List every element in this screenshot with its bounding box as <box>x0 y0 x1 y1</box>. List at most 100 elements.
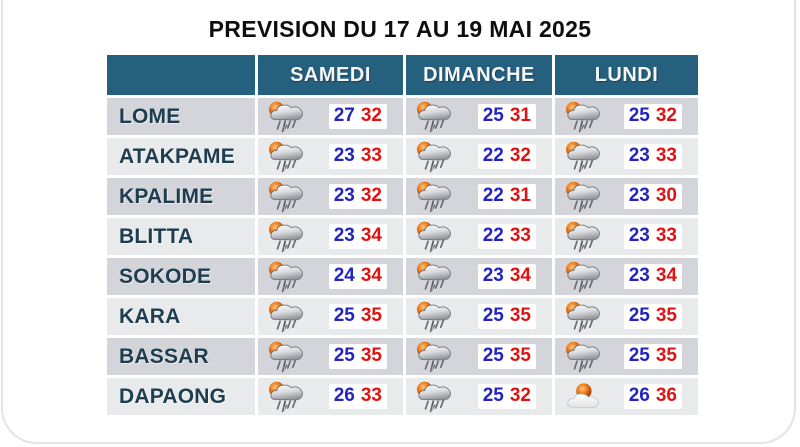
temp-max: 35 <box>360 345 382 367</box>
temp-min: 25 <box>333 345 355 367</box>
forecast-table-body: LOME 27 32 25 31 25 32 ATAKPAME <box>107 98 698 415</box>
temp-min: 26 <box>333 385 355 407</box>
storm-icon <box>264 260 308 294</box>
temp-min: 25 <box>482 345 504 367</box>
temperature-chip: 25 32 <box>477 384 536 409</box>
temp-max: 34 <box>655 265 677 287</box>
city-label: DAPAONG <box>119 384 227 408</box>
temp-max: 32 <box>360 185 382 207</box>
temp-min: 22 <box>482 225 504 247</box>
day-cell-monday: 23 30 <box>555 178 698 215</box>
temperature-chip: 22 33 <box>477 224 536 249</box>
temperature-chip: 25 35 <box>328 304 387 329</box>
day-cell-sunday: 22 33 <box>406 218 552 255</box>
temp-min: 25 <box>482 305 504 327</box>
temperature-chip: 23 34 <box>623 264 682 289</box>
temperature-chip: 25 35 <box>477 304 536 329</box>
header-cell-empty <box>107 55 255 95</box>
temperature-chip: 23 32 <box>328 184 387 209</box>
temperature-chip: 23 33 <box>328 144 387 169</box>
city-label: SOKODE <box>119 264 212 288</box>
temp-min: 25 <box>628 345 650 367</box>
day-cell-saturday: 27 32 <box>258 98 403 135</box>
day-cell-monday: 23 33 <box>555 218 698 255</box>
temp-min: 25 <box>333 305 355 327</box>
header-cell-sunday: DIMANCHE <box>406 55 552 95</box>
temp-min: 23 <box>628 265 650 287</box>
day-cell-sunday: 22 32 <box>406 138 552 175</box>
temp-max: 33 <box>360 385 382 407</box>
storm-icon <box>264 180 308 214</box>
storm-icon <box>412 180 456 214</box>
table-row: SOKODE 24 34 23 34 23 34 <box>107 258 698 295</box>
temperature-chip: 24 34 <box>328 264 387 289</box>
table-row: LOME 27 32 25 31 25 32 <box>107 98 698 135</box>
day-cell-monday: 23 34 <box>555 258 698 295</box>
temp-max: 30 <box>655 185 677 207</box>
temperature-chip: 26 33 <box>328 384 387 409</box>
storm-icon <box>412 300 456 334</box>
temperature-chip: 23 33 <box>623 224 682 249</box>
day-cell-monday: 26 36 <box>555 378 698 415</box>
storm-icon <box>412 100 456 134</box>
temperature-chip: 23 34 <box>328 224 387 249</box>
temperature-chip: 22 31 <box>477 184 536 209</box>
temp-max: 36 <box>655 385 677 407</box>
temp-min: 27 <box>333 105 355 127</box>
temp-max: 32 <box>509 145 531 167</box>
forecast-table: SAMEDI DIMANCHE LUNDI LOME 27 32 25 31 2… <box>107 55 698 418</box>
temperature-chip: 25 32 <box>623 104 682 129</box>
day-cell-saturday: 25 35 <box>258 298 403 335</box>
temp-max: 32 <box>509 385 531 407</box>
temp-min: 23 <box>333 185 355 207</box>
temp-max: 33 <box>655 225 677 247</box>
temperature-chip: 22 32 <box>477 144 536 169</box>
storm-icon <box>412 220 456 254</box>
day-cell-sunday: 23 34 <box>406 258 552 295</box>
table-row: BASSAR 25 35 25 35 25 35 <box>107 338 698 375</box>
storm-icon <box>561 140 605 174</box>
day-cell-monday: 25 32 <box>555 98 698 135</box>
temp-min: 22 <box>482 185 504 207</box>
day-cell-monday: 25 35 <box>555 298 698 335</box>
day-cell-sunday: 25 35 <box>406 298 552 335</box>
temperature-chip: 26 36 <box>623 384 682 409</box>
day-cell-sunday: 25 31 <box>406 98 552 135</box>
temp-max: 35 <box>655 345 677 367</box>
temperature-chip: 25 35 <box>328 344 387 369</box>
temp-min: 24 <box>333 265 355 287</box>
storm-icon <box>561 300 605 334</box>
temp-max: 33 <box>655 145 677 167</box>
storm-icon <box>412 140 456 174</box>
day-cell-saturday: 26 33 <box>258 378 403 415</box>
temperature-chip: 23 33 <box>623 144 682 169</box>
day-cell-saturday: 23 33 <box>258 138 403 175</box>
day-cell-monday: 23 33 <box>555 138 698 175</box>
city-label: KARA <box>119 304 181 328</box>
day-cell-monday: 25 35 <box>555 338 698 375</box>
temp-min: 23 <box>628 185 650 207</box>
storm-icon <box>264 300 308 334</box>
temp-min: 23 <box>482 265 504 287</box>
temp-min: 22 <box>482 145 504 167</box>
temp-min: 25 <box>628 105 650 127</box>
day-cell-sunday: 25 32 <box>406 378 552 415</box>
temp-min: 25 <box>482 105 504 127</box>
storm-icon <box>264 220 308 254</box>
temperature-chip: 25 35 <box>623 344 682 369</box>
table-row: ATAKPAME 23 33 22 32 23 33 <box>107 138 698 175</box>
temperature-chip: 23 34 <box>477 264 536 289</box>
storm-icon <box>561 100 605 134</box>
storm-icon <box>264 380 308 414</box>
day-cell-sunday: 25 35 <box>406 338 552 375</box>
storm-icon <box>561 180 605 214</box>
city-label: KPALIME <box>119 184 214 208</box>
temperature-chip: 25 35 <box>623 304 682 329</box>
storm-icon <box>412 380 456 414</box>
temp-min: 26 <box>628 385 650 407</box>
storm-icon <box>561 340 605 374</box>
temp-max: 32 <box>655 105 677 127</box>
header-cell-monday: LUNDI <box>555 55 698 95</box>
day-cell-saturday: 25 35 <box>258 338 403 375</box>
temp-max: 35 <box>655 305 677 327</box>
